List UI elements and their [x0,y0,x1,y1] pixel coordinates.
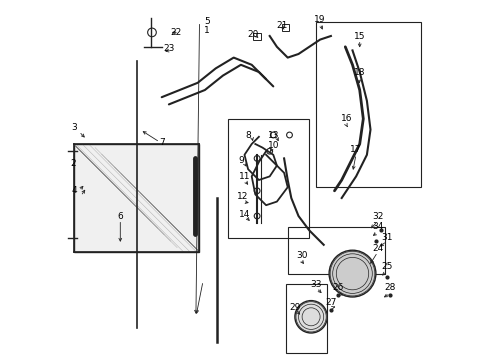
Text: 18: 18 [353,68,365,77]
Text: 4: 4 [72,186,77,195]
Bar [287,227,384,274]
Text: 16: 16 [341,114,352,123]
Text: 28: 28 [384,284,395,293]
Text: 21: 21 [276,21,287,30]
Text: 27: 27 [325,298,336,307]
Text: 9: 9 [238,156,244,165]
Text: 15: 15 [353,32,365,41]
Bar [282,24,289,31]
Text: 26: 26 [332,284,343,293]
Text: 5: 5 [203,17,209,26]
Bar [316,22,420,187]
Text: 34: 34 [371,222,383,231]
Text: 7: 7 [159,138,164,147]
Text: 13: 13 [267,131,279,140]
Text: 24: 24 [371,244,383,253]
Text: 14: 14 [238,210,250,219]
Text: 32: 32 [371,212,383,220]
Text: 25: 25 [380,262,391,271]
Text: 30: 30 [296,251,307,260]
Text: 19: 19 [314,15,325,24]
Text: 3: 3 [72,123,77,132]
Text: 6: 6 [117,212,123,220]
Circle shape [328,250,375,297]
Text: 29: 29 [288,303,300,312]
Circle shape [294,301,326,333]
Text: 10: 10 [267,141,279,150]
Bar [253,33,260,40]
Bar [285,284,326,353]
Text: 23: 23 [163,44,174,53]
Text: 22: 22 [170,28,182,37]
Text: 11: 11 [238,172,250,181]
Text: 12: 12 [237,192,248,201]
Text: 8: 8 [244,131,250,140]
Bar [73,144,199,252]
Text: 17: 17 [349,145,361,154]
Text: 2: 2 [71,159,76,168]
Bar [228,119,309,238]
Text: 1: 1 [203,26,209,35]
Text: 20: 20 [247,30,259,39]
Text: 33: 33 [310,280,322,289]
Text: 31: 31 [380,233,392,242]
